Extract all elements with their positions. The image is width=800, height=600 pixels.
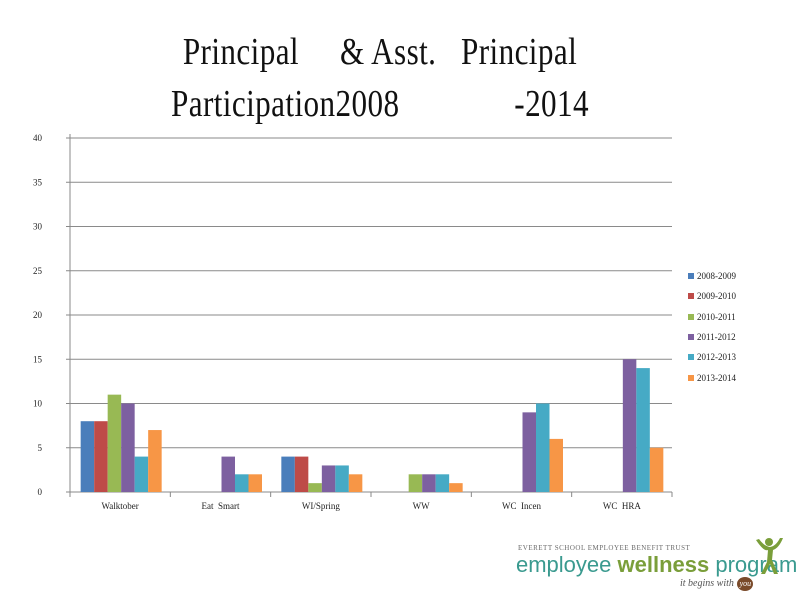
category-label: WI/Spring xyxy=(302,501,340,511)
bar-2009-2010 xyxy=(294,456,309,492)
bar-2013-2014 xyxy=(148,430,162,492)
category-label: Walktober xyxy=(102,501,139,511)
bar-2010-2011 xyxy=(107,394,122,492)
category-label: WC HRA xyxy=(603,501,642,511)
legend-label: 2009-2010 xyxy=(697,291,736,302)
bar-2012-2013 xyxy=(134,456,149,492)
bar-2012-2013 xyxy=(235,474,249,492)
bar-2012-2013 xyxy=(536,403,550,492)
category-label: WW xyxy=(413,501,430,511)
logo-org-name: EVERETT SCHOOL EMPLOYEE BENEFIT TRUST xyxy=(518,544,691,552)
y-tick-label: 10 xyxy=(33,399,43,409)
bar-2011-2012 xyxy=(622,359,637,492)
employee-wellness-logo: EVERETT SCHOOL EMPLOYEE BENEFIT TRUST em… xyxy=(512,536,797,596)
bar-2013-2014 xyxy=(549,438,563,492)
legend-item: 2013-2014 xyxy=(688,367,736,387)
logo-word-wellness: wellness xyxy=(617,552,710,577)
bar-2008-2009 xyxy=(80,421,95,492)
legend-swatch xyxy=(688,374,694,381)
logo-wordmark: employee wellness program xyxy=(516,552,797,578)
bar-2013-2014 xyxy=(649,447,664,492)
legend-swatch xyxy=(688,313,694,320)
bar-2008-2009 xyxy=(281,456,295,492)
bar-2011-2012 xyxy=(422,474,436,492)
logo-tagline: it begins with you xyxy=(680,577,754,591)
bar-2012-2013 xyxy=(335,465,349,492)
y-tick-label: 30 xyxy=(33,222,43,232)
legend-swatch xyxy=(688,354,694,361)
bar-2012-2013 xyxy=(435,474,450,492)
logo-word-program: program xyxy=(709,552,798,577)
legend-item: 2009-2010 xyxy=(688,286,736,306)
bar-2011-2012 xyxy=(221,456,235,492)
bar-2010-2011 xyxy=(308,483,322,492)
bar-2011-2012 xyxy=(522,412,536,492)
legend-item: 2010-2011 xyxy=(688,307,736,327)
chart-title: Principal & Asst. Principal Participatio… xyxy=(0,26,760,130)
chart-title-line-1: Principal & Asst. Principal xyxy=(182,31,578,73)
y-tick-label: 0 xyxy=(38,487,43,497)
legend-label: 2011-2012 xyxy=(697,332,736,343)
legend-label: 2013-2014 xyxy=(697,372,736,383)
legend-swatch xyxy=(688,334,694,341)
bar-2012-2013 xyxy=(636,368,650,492)
bar-2009-2010 xyxy=(94,421,108,492)
legend-label: 2008-2009 xyxy=(697,271,736,282)
logo-tagline-badge: you xyxy=(737,577,754,591)
category-label: WC Incen xyxy=(502,501,541,511)
bar-2013-2014 xyxy=(449,483,463,492)
legend-label: 2012-2013 xyxy=(697,352,736,363)
legend-item: 2011-2012 xyxy=(688,327,736,347)
logo-word-employee: employee xyxy=(516,552,618,577)
bar-2013-2014 xyxy=(348,474,363,492)
legend-swatch xyxy=(688,273,694,280)
legend-item: 2012-2013 xyxy=(688,347,736,367)
bar-2011-2012 xyxy=(321,465,336,492)
y-tick-label: 40 xyxy=(33,133,43,143)
chart-title-line-2: Participation2008 -2014 xyxy=(170,83,590,125)
bar-2010-2011 xyxy=(408,474,423,492)
legend-swatch xyxy=(688,293,694,300)
bar-2011-2012 xyxy=(121,403,135,492)
y-tick-label: 15 xyxy=(33,354,43,364)
y-tick-label: 20 xyxy=(33,310,43,320)
y-tick-label: 25 xyxy=(33,266,43,276)
person-figure-icon xyxy=(756,538,783,574)
legend: 2008-2009 2009-2010 2010-2011 2011-2012 2012… xyxy=(688,266,736,388)
legend-item: 2008-2009 xyxy=(688,266,736,286)
category-label: Eat Smart xyxy=(202,501,240,511)
logo-tagline-text: it begins with xyxy=(680,578,734,589)
y-tick-label: 5 xyxy=(38,443,43,453)
bar-2013-2014 xyxy=(248,474,262,492)
legend-label: 2010-2011 xyxy=(697,311,736,322)
y-tick-label: 35 xyxy=(33,177,43,187)
